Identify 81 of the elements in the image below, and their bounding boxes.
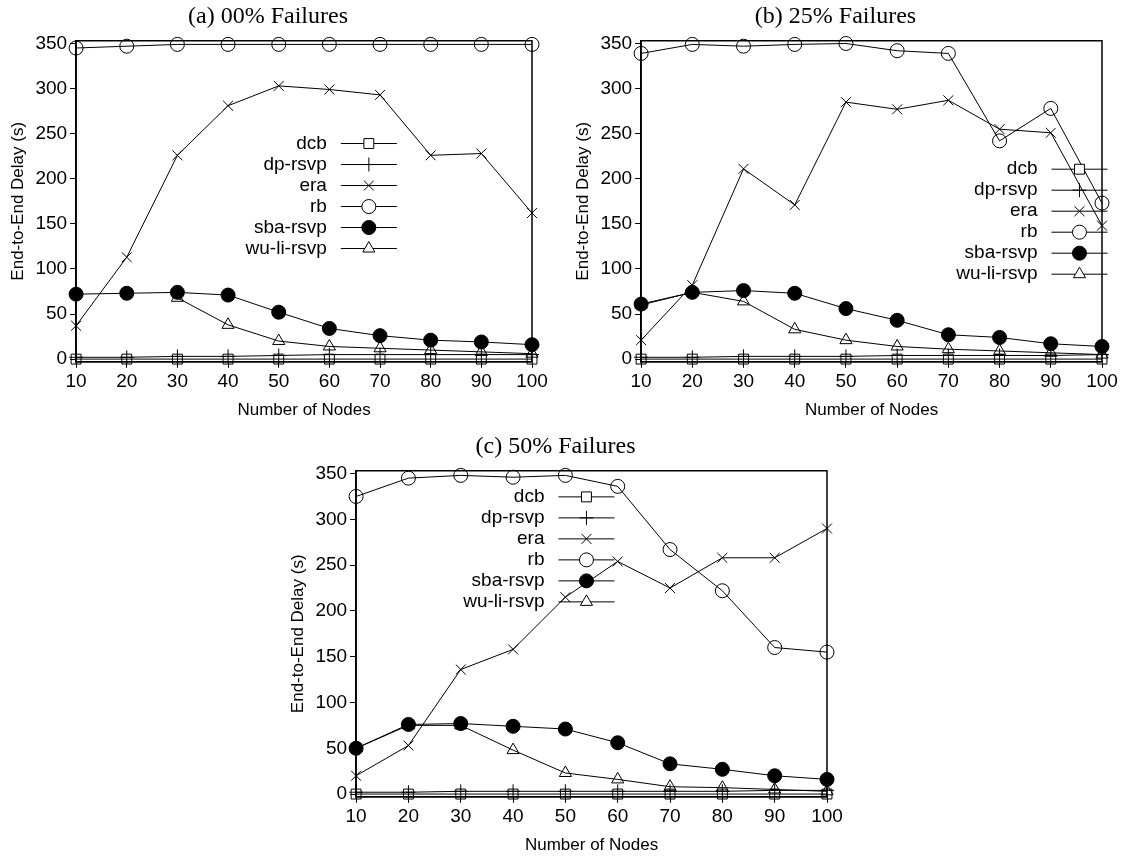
y-tick-label: 300: [600, 76, 633, 98]
x-tick-label: 30: [732, 370, 755, 392]
y-tick-label: 250: [315, 553, 348, 575]
y-tick-label: 200: [600, 166, 633, 188]
x-tick-label: 20: [397, 805, 419, 827]
x-tick-label: 90: [470, 370, 492, 392]
x-tick-label: 60: [886, 370, 908, 392]
y-tick-label: 100: [35, 257, 68, 279]
legend-label: era: [299, 173, 328, 195]
legend-label: rb: [309, 194, 327, 216]
x-axis-title: Number of Nodes: [237, 400, 371, 420]
legend-label: era: [516, 527, 545, 549]
x-tick-label: 100: [516, 370, 548, 392]
x-tick-label: 80: [420, 370, 442, 392]
chart-title: (b) 25% Failures: [754, 1, 917, 28]
x-tick-label: 40: [217, 370, 239, 392]
x-tick-label: 60: [607, 805, 629, 827]
y-tick-label: 100: [600, 257, 633, 279]
x-tick-label: 20: [681, 370, 703, 392]
y-axis-title: End-to-End Delay (s): [7, 121, 27, 281]
x-tick-label: 70: [659, 805, 681, 827]
legend-label: wu-li-rsvp: [244, 236, 327, 258]
legend-label: dcb: [296, 131, 327, 153]
x-tick-label: 10: [65, 370, 87, 392]
y-axis-title: End-to-End Delay (s): [572, 121, 592, 281]
y-tick-label: 250: [600, 121, 633, 143]
y-tick-label: 0: [56, 347, 68, 369]
legend-label: sba-rsvp: [471, 569, 545, 591]
y-tick-label: 150: [315, 644, 348, 666]
y-tick-label: 50: [45, 302, 68, 324]
chart-title: (c) 50% Failures: [475, 431, 636, 458]
x-tick-label: 30: [450, 805, 472, 827]
legend-label: dcb: [1006, 157, 1038, 179]
y-tick-label: 100: [315, 690, 348, 712]
y-tick-label: 300: [315, 507, 348, 529]
x-tick-label: 10: [630, 370, 652, 392]
x-tick-label: 60: [318, 370, 340, 392]
y-tick-label: 350: [315, 461, 348, 483]
x-axis-title: Number of Nodes: [524, 835, 659, 855]
y-tick-label: 350: [600, 31, 633, 53]
legend-label: wu-li-rsvp: [955, 262, 1038, 284]
y-tick-label: 300: [35, 76, 68, 98]
legend-label: dcb: [513, 485, 545, 507]
legend-label: sba-rsvp: [964, 241, 1038, 263]
y-tick-label: 200: [315, 599, 348, 621]
legend-label: wu-li-rsvp: [462, 590, 545, 612]
legend-label: era: [1010, 199, 1038, 221]
legend-label: rb: [527, 548, 545, 570]
legend-label: sba-rsvp: [253, 215, 327, 237]
x-tick-label: 40: [502, 805, 524, 827]
x-tick-label: 100: [1086, 370, 1118, 392]
x-tick-label: 50: [268, 370, 290, 392]
y-tick-label: 50: [610, 302, 633, 324]
x-tick-label: 90: [764, 805, 786, 827]
legend-label: dp-rsvp: [263, 152, 327, 174]
legend-label: dp-rsvp: [481, 506, 545, 528]
x-tick-label: 80: [711, 805, 733, 827]
x-tick-label: 70: [369, 370, 391, 392]
y-tick-label: 0: [621, 347, 633, 369]
legend-label: rb: [1020, 220, 1038, 242]
chart-title: (a) 00% Failures: [188, 1, 348, 28]
y-tick-label: 200: [35, 166, 68, 188]
x-tick-label: 90: [1040, 370, 1062, 392]
x-axis-title: Number of Nodes: [804, 400, 939, 420]
x-tick-label: 30: [166, 370, 188, 392]
x-tick-label: 10: [345, 805, 367, 827]
x-tick-label: 50: [835, 370, 857, 392]
y-tick-label: 350: [35, 31, 68, 53]
y-tick-label: 150: [600, 212, 633, 234]
x-tick-label: 20: [116, 370, 138, 392]
x-tick-label: 100: [811, 805, 843, 827]
x-tick-label: 50: [554, 805, 576, 827]
y-tick-label: 250: [35, 121, 68, 143]
legend-label: dp-rsvp: [974, 178, 1038, 200]
x-tick-label: 40: [784, 370, 806, 392]
x-tick-label: 70: [937, 370, 959, 392]
y-tick-label: 150: [35, 212, 68, 234]
x-tick-label: 80: [989, 370, 1011, 392]
y-tick-label: 0: [336, 782, 348, 804]
y-axis-title: End-to-End Delay (s): [287, 554, 307, 714]
y-tick-label: 50: [325, 736, 348, 758]
